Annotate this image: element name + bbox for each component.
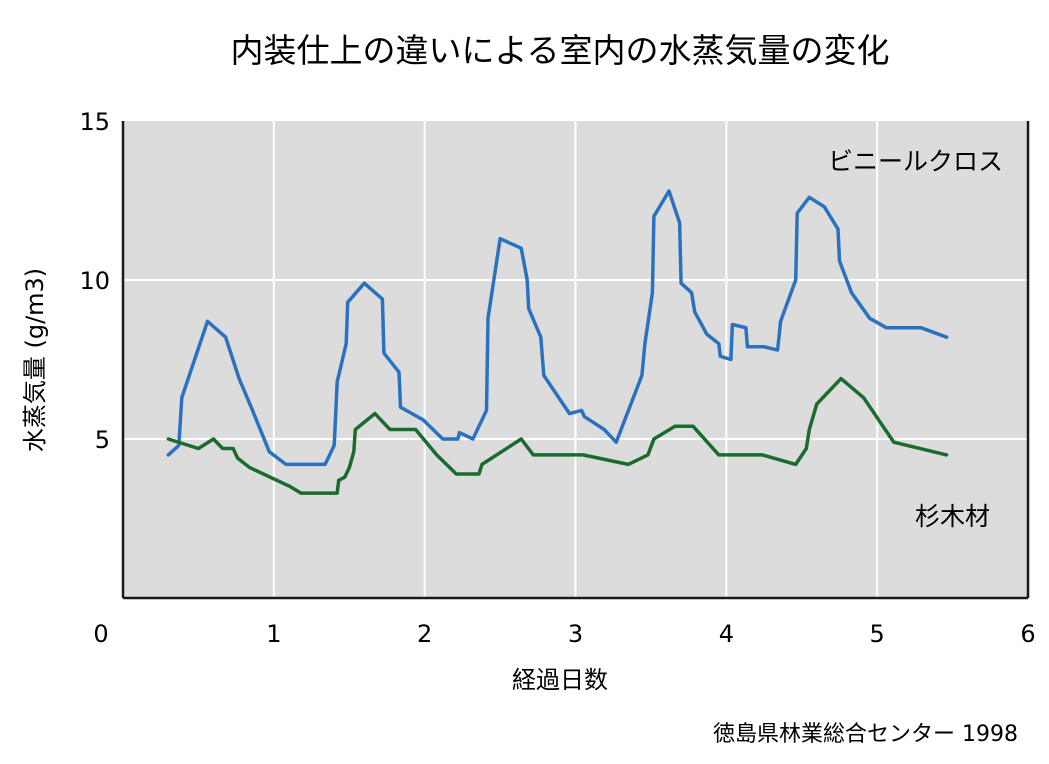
series-label-vinyl-cloth: ビニールクロス	[828, 147, 1003, 176]
grid-lines	[123, 121, 1028, 598]
x-axis-label: 経過日数	[512, 666, 608, 694]
x-tick-label: 6	[1020, 620, 1035, 648]
series-label-cedar-wood: 杉木材	[915, 502, 990, 531]
y-tick-label: 15	[79, 108, 110, 136]
x-tick-label: 4	[719, 620, 734, 648]
x-tick-label: 2	[417, 620, 432, 648]
x-tick-label: 3	[568, 620, 583, 648]
x-tick-label: 1	[266, 620, 281, 648]
y-tick-label: 5	[95, 426, 110, 454]
source-credit: 徳島県林業総合センター 1998	[713, 722, 1018, 747]
x-tick-label: 0	[93, 620, 108, 648]
chart-title: 内装仕上の違いによる室内の水蒸気量の変化	[230, 31, 889, 70]
plot-frame	[121, 121, 1030, 600]
series-line-vinyl-cloth	[166, 189, 949, 467]
y-axis-label: 水蒸気量 (g/m3)	[21, 268, 49, 452]
tick-labels: 0 1 2 3 4 5 6 5 10 15	[79, 108, 1035, 648]
y-tick-label: 10	[79, 267, 110, 295]
x-tick-label: 5	[870, 620, 885, 648]
series-line-cedar-wood	[166, 376, 949, 495]
